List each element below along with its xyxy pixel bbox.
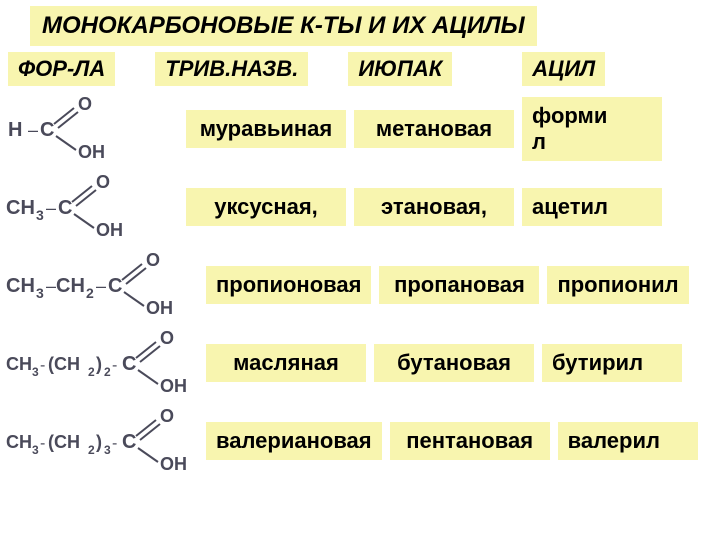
svg-text:–: – <box>46 198 56 218</box>
header-acyl: АЦИЛ <box>522 52 605 86</box>
svg-text:C: C <box>58 197 72 219</box>
svg-text:O: O <box>96 172 110 192</box>
svg-text:O: O <box>146 250 160 270</box>
svg-text:2: 2 <box>86 285 94 301</box>
svg-text:OH: OH <box>146 298 173 318</box>
svg-text:CH: CH <box>6 354 32 374</box>
formula-svg: H–C O OH <box>6 94 120 164</box>
formula-cell: CH3-(CH2)3-COOH <box>0 406 206 476</box>
iupac-name: этановая, <box>354 188 514 226</box>
svg-text:): ) <box>96 432 102 452</box>
table-row: H–C O OH муравьинаяметановаяформи л <box>0 94 720 164</box>
iupac-name: метановая <box>354 110 514 148</box>
table-row: CH3–C O OH уксусная,этановая,ацетил <box>0 172 720 242</box>
table-row: CH3-(CH2)2-COOHмаслянаябутановаябутирил <box>0 328 720 398</box>
svg-text:C: C <box>122 431 136 453</box>
svg-text:-: - <box>112 357 117 374</box>
svg-text:2: 2 <box>88 443 95 457</box>
svg-text:O: O <box>160 328 174 348</box>
svg-text:3: 3 <box>32 443 39 457</box>
svg-text:2: 2 <box>88 365 95 379</box>
table-row: CH3-(CH2)3-COOHвалериановаяпентановаявал… <box>0 406 720 476</box>
svg-text:3: 3 <box>104 443 111 457</box>
table-row: CH3–CH2–COOHпропионоваяпропановаяпропион… <box>0 250 720 320</box>
svg-text:H: H <box>8 119 22 141</box>
triv-name: уксусная, <box>186 188 346 226</box>
svg-text:CH: CH <box>56 275 85 297</box>
header-formula: ФОР-ЛА <box>8 52 115 86</box>
formula-cell: H–C O OH <box>0 94 186 164</box>
svg-text:C: C <box>122 353 136 375</box>
svg-text:–: – <box>28 120 38 140</box>
svg-text:(CH: (CH <box>48 432 80 452</box>
svg-text:CH: CH <box>6 432 32 452</box>
svg-text:OH: OH <box>78 142 105 162</box>
formula-cell: CH3-(CH2)2-COOH <box>0 328 206 398</box>
triv-name: валериановая <box>206 422 382 460</box>
triv-name: пропионовая <box>206 266 371 304</box>
iupac-name: бутановая <box>374 344 534 382</box>
svg-text:3: 3 <box>32 365 39 379</box>
svg-text:CH: CH <box>6 197 35 219</box>
acyl-name: ацетил <box>522 188 662 226</box>
formula-svg: CH3-(CH2)2-COOH <box>6 328 202 398</box>
svg-text:–: – <box>46 276 56 296</box>
svg-text:): ) <box>96 354 102 374</box>
acyl-name: бутирил <box>542 344 682 382</box>
svg-text:-: - <box>112 435 117 452</box>
svg-text:-: - <box>40 357 45 374</box>
header-triv: ТРИВ.НАЗВ. <box>155 52 308 86</box>
iupac-name: пентановая <box>390 422 550 460</box>
triv-name: масляная <box>206 344 366 382</box>
acyl-name: пропионил <box>547 266 688 304</box>
svg-text:OH: OH <box>160 376 187 396</box>
formula-cell: CH3–CH2–COOH <box>0 250 206 320</box>
acyl-name: валерил <box>558 422 698 460</box>
header-row: ФОР-ЛА ТРИВ.НАЗВ. ИЮПАК АЦИЛ <box>0 52 720 86</box>
svg-text:O: O <box>160 406 174 426</box>
page-title: МОНОКАРБОНОВЫЕ К-ТЫ И ИХ АЦИЛЫ <box>30 6 537 46</box>
header-iupac: ИЮПАК <box>348 52 452 86</box>
svg-text:OH: OH <box>160 454 187 474</box>
acyl-name: форми л <box>522 97 662 161</box>
svg-text:–: – <box>96 276 106 296</box>
formula-cell: CH3–C O OH <box>0 172 186 242</box>
svg-text:C: C <box>40 119 54 141</box>
svg-text:3: 3 <box>36 285 44 301</box>
svg-text:O: O <box>78 94 92 114</box>
svg-text:3: 3 <box>36 207 44 223</box>
formula-svg: CH3–C O OH <box>6 172 138 242</box>
svg-text:CH: CH <box>6 275 35 297</box>
svg-text:OH: OH <box>96 220 123 240</box>
formula-svg: CH3–CH2–COOH <box>6 250 188 320</box>
svg-text:2: 2 <box>104 365 111 379</box>
formula-svg: CH3-(CH2)3-COOH <box>6 406 202 476</box>
svg-text:-: - <box>40 435 45 452</box>
triv-name: муравьиная <box>186 110 346 148</box>
svg-text:C: C <box>108 275 122 297</box>
svg-text:(CH: (CH <box>48 354 80 374</box>
iupac-name: пропановая <box>379 266 539 304</box>
